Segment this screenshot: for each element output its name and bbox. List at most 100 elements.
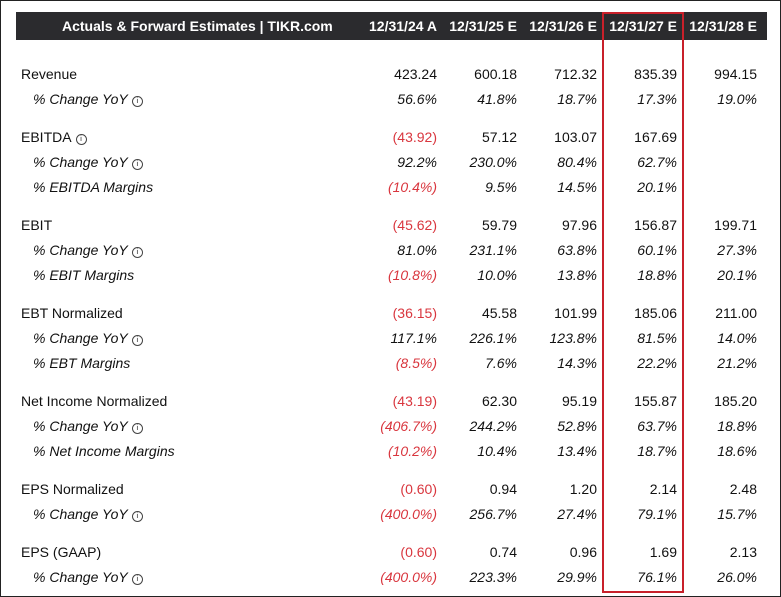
table-row[interactable]: EBIT (45.62) 59.79 97.96 156.87 199.71 (16, 215, 767, 237)
row-label: Revenue (21, 66, 77, 82)
value-cell: 18.7% (637, 443, 677, 459)
info-circle-icon[interactable]: i (131, 423, 143, 434)
value-cell: 223.3% (469, 569, 517, 585)
row-label: % Change YoY i (33, 418, 143, 434)
table-row[interactable]: EPS Normalized (0.60) 0.94 1.20 2.14 2.48 (16, 479, 767, 501)
row-label: EPS (GAAP) (21, 544, 101, 560)
value-cell: 156.87 (634, 217, 677, 233)
table-row[interactable]: EPS (GAAP) (0.60) 0.74 0.96 1.69 2.13 (16, 542, 767, 564)
table-subrow[interactable]: % Change YoY i 81.0% 231.1% 63.8% 60.1% 27.3% (16, 240, 767, 262)
value-cell: (10.8%) (387, 267, 437, 283)
value-cell: 103.07 (554, 129, 597, 145)
row-label-text: % Net Income Margins (33, 443, 175, 459)
table-subrow[interactable]: % Net Income Margins (10.2%) 10.4% 13.4% 18.… (16, 441, 767, 463)
value-cell: 79.1% (637, 506, 677, 522)
value-cell: 41.8% (477, 91, 517, 107)
table-row[interactable]: EBT Normalized (36.15) 45.58 101.99 185.06 21… (16, 303, 767, 325)
table-subrow[interactable]: % EBT Margins (8.5%) 7.6% 14.3% 22.2% 21.2% (16, 353, 767, 375)
row-label: % Change YoY i (33, 506, 143, 522)
value-cell: (45.62) (392, 217, 437, 233)
table-row[interactable]: EBITDA i (43.92) 57.12 103.07 167.69 (16, 127, 767, 149)
table-subrow[interactable]: % Change YoY i 56.6% 41.8% 18.7% 17.3% 19.0% (16, 89, 767, 111)
column-header-2026[interactable]: 12/31/26 E (529, 18, 597, 34)
row-label-text: % Change YoY (33, 506, 128, 522)
row-label-text: % EBITDA Margins (33, 179, 154, 195)
info-circle-icon[interactable]: i (131, 96, 143, 107)
table-header: Actuals & Forward Estimates | TIKR.com 1… (16, 12, 767, 40)
column-header-2024[interactable]: 12/31/24 A (369, 18, 437, 34)
value-cell: 10.0% (477, 267, 517, 283)
table-subrow[interactable]: % EBIT Margins (10.8%) 10.0% 13.8% 18.8% 20.1… (16, 265, 767, 287)
value-cell: 29.9% (557, 569, 597, 585)
value-cell: 18.6% (717, 443, 757, 459)
row-label: Net Income Normalized (21, 393, 167, 409)
value-cell: 230.0% (469, 154, 517, 170)
table-row[interactable]: Net Income Normalized (43.19) 62.30 95.19 15… (16, 391, 767, 413)
table-subrow[interactable]: % Change YoY i 117.1% 226.1% 123.8% 81.5% 14.0… (16, 328, 767, 350)
value-cell: 27.4% (557, 506, 597, 522)
value-cell: 62.30 (481, 393, 517, 409)
row-label-text: EBIT (21, 217, 53, 233)
row-label-text: % Change YoY (33, 154, 128, 170)
value-cell: (36.15) (392, 305, 437, 321)
value-cell: 20.1% (717, 267, 757, 283)
table-subrow[interactable]: % Change YoY i (400.0%) 256.7% 27.4% 79.1% 15.… (16, 504, 767, 526)
table-title: Actuals & Forward Estimates | TIKR.com (62, 18, 333, 34)
value-cell: 1.69 (649, 544, 677, 560)
row-label-text: % Change YoY (33, 418, 128, 434)
column-header-2028[interactable]: 12/31/28 E (689, 18, 757, 34)
value-cell: 52.8% (557, 418, 597, 434)
value-cell: 199.71 (714, 217, 757, 233)
table-subrow[interactable]: % Change YoY i (406.7%) 244.2% 52.8% 63.7% 18.… (16, 416, 767, 438)
value-cell: 117.1% (390, 330, 437, 346)
info-circle-icon[interactable]: i (131, 335, 143, 346)
row-label-text: EPS Normalized (21, 481, 124, 497)
value-cell: 0.74 (489, 544, 517, 560)
row-label: % Change YoY i (33, 330, 143, 346)
table-subrow[interactable]: % EBITDA Margins (10.4%) 9.5% 14.5% 20.1% (16, 177, 767, 199)
table-subrow[interactable]: % Change YoY i 92.2% 230.0% 80.4% 62.7% (16, 152, 767, 174)
row-label: % EBIT Margins (33, 267, 134, 283)
column-header-2027[interactable]: 12/31/27 E (609, 18, 677, 34)
info-circle-icon[interactable]: i (131, 574, 143, 585)
info-circle-icon[interactable]: i (75, 134, 87, 145)
column-header-2025[interactable]: 12/31/25 E (449, 18, 517, 34)
value-cell: 59.79 (481, 217, 517, 233)
value-cell: 62.7% (637, 154, 677, 170)
row-label-text: EPS (GAAP) (21, 544, 102, 560)
value-cell: 56.6% (397, 91, 437, 107)
row-label: EBITDA i (21, 129, 87, 145)
table-row[interactable]: Revenue 423.24 600.18 712.32 835.39 994.15 (16, 64, 767, 86)
value-cell: 231.1% (469, 242, 517, 258)
value-cell: 18.8% (637, 267, 677, 283)
value-cell: 712.32 (554, 66, 597, 82)
value-cell: 76.1% (637, 569, 677, 585)
value-cell: 63.7% (637, 418, 677, 434)
value-cell: 14.3% (557, 355, 597, 371)
value-cell: 95.19 (561, 393, 597, 409)
row-label: % EBT Margins (33, 355, 130, 371)
row-label-text: % EBIT Margins (33, 267, 135, 283)
value-cell: 2.13 (729, 544, 757, 560)
value-cell: 26.0% (717, 569, 757, 585)
table-subrow[interactable]: % Change YoY i (400.0%) 223.3% 29.9% 76.1% 26.… (16, 567, 767, 589)
value-cell: 101.99 (554, 305, 597, 321)
value-cell: 17.3% (637, 91, 677, 107)
row-label: EPS Normalized (21, 481, 124, 497)
value-cell: 423.24 (394, 66, 437, 82)
info-circle-icon[interactable]: i (131, 159, 143, 170)
value-cell: 18.8% (717, 418, 757, 434)
row-label-text: % Change YoY (33, 569, 128, 585)
value-cell: 27.3% (717, 242, 757, 258)
value-cell: 600.18 (474, 66, 517, 82)
value-cell: 97.96 (561, 217, 597, 233)
value-cell: 167.69 (634, 129, 677, 145)
value-cell: (400.0%) (380, 506, 437, 522)
value-cell: 45.58 (481, 305, 517, 321)
value-cell: 2.48 (729, 481, 757, 497)
row-label-text: EBITDA (21, 129, 72, 145)
value-cell: 18.7% (557, 91, 597, 107)
info-circle-icon[interactable]: i (131, 511, 143, 522)
info-circle-icon[interactable]: i (131, 247, 143, 258)
